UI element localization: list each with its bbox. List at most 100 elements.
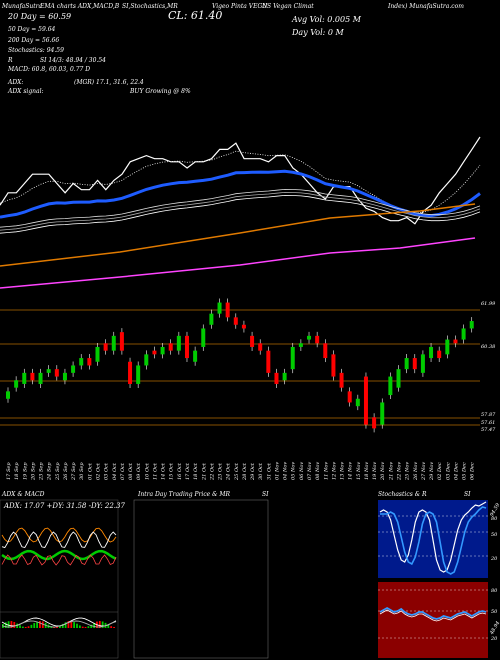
candle-body — [258, 343, 263, 351]
date-label: 08 Oct — [128, 462, 134, 480]
candle-body — [54, 369, 59, 377]
candle-body — [46, 369, 51, 373]
price-tick: 57.61 — [481, 420, 496, 426]
date-label: 17 Oct — [185, 462, 191, 480]
date-label: 24 Sep — [47, 462, 53, 481]
ema-band-3 — [0, 194, 481, 234]
dma-200: 200 Day = 56.66 — [8, 37, 60, 44]
adx-macd-panel — [0, 499, 119, 659]
candle-body — [420, 354, 425, 373]
date-label: 12 Nov — [331, 462, 337, 480]
candle-body — [315, 335, 320, 344]
date-label: 04 Dec — [453, 462, 459, 480]
candle-body — [396, 369, 401, 388]
macd-histogram-bar — [39, 621, 41, 628]
date-label: 17 Sep — [6, 462, 12, 480]
date-label: 19 Nov — [372, 462, 378, 480]
stoch-k-line — [379, 501, 487, 573]
date-label: 25 Nov — [405, 462, 411, 481]
macd-signal-line — [1, 620, 117, 628]
candle-body — [95, 346, 100, 362]
date-label: 22 Nov — [397, 462, 403, 481]
candle-body — [38, 372, 43, 384]
candle-body — [201, 328, 206, 347]
intraday-title-2: SI — [262, 491, 269, 498]
candle-body — [168, 343, 173, 351]
candle-body — [437, 350, 442, 359]
macd-histogram-bar — [30, 624, 33, 628]
rsi-axis-tick: 50 — [491, 609, 498, 615]
avg-vol: Avg Vol: 0.005 M — [292, 15, 361, 24]
macd-histogram-bar — [76, 623, 78, 628]
rsi-axis-tick: 80 — [491, 588, 498, 594]
date-label: 30 Oct — [258, 462, 264, 480]
macd-histogram-bar — [27, 626, 30, 628]
adx-readout: ADX: 17.07 +DY: 31.58 -DY: 22.37 — [4, 502, 125, 510]
macd-histogram-bar — [21, 626, 24, 628]
date-label: 26 Nov — [413, 462, 419, 481]
date-label: 14 Oct — [161, 462, 167, 480]
candle-body — [136, 365, 141, 384]
candle-body — [30, 372, 35, 381]
macd-histogram-bar — [41, 621, 44, 628]
close-price-line — [0, 136, 481, 225]
ema-short-dotted — [0, 150, 481, 214]
macd-histogram-bar — [19, 625, 21, 628]
macd-histogram-bar — [78, 625, 81, 628]
ema-band-1 — [0, 188, 481, 228]
header-brand: MunafaSutra — [2, 3, 43, 10]
stoch-title: Stochastics & R — [378, 491, 427, 498]
candle-body — [298, 343, 303, 347]
candle-body — [274, 372, 279, 384]
price-tick: 61.99 — [481, 301, 496, 307]
macd-histogram-bar — [87, 626, 90, 628]
candle-body — [388, 376, 393, 396]
date-label: 27 Nov — [421, 462, 427, 481]
ema-pink-line — [0, 237, 476, 289]
intraday-title: Intra Day Trading Price & MR — [138, 491, 231, 498]
site-label: Index) MunafaSutra.com — [388, 3, 464, 10]
date-label: 04 Oct — [112, 462, 118, 480]
candle-body — [266, 350, 271, 373]
adx-red-line — [1, 554, 117, 566]
date-label: 18 Oct — [193, 462, 199, 480]
macd-histogram-bar — [93, 622, 95, 628]
macd-histogram-bar — [84, 626, 87, 628]
candle-body — [250, 335, 255, 347]
rsi-white-line — [379, 609, 487, 622]
dma-50: 50 Day = 59.64 — [8, 26, 56, 33]
candle-body — [152, 350, 157, 355]
candle-body — [217, 302, 222, 314]
date-label: 03 Dec — [445, 462, 451, 480]
date-label: 05 Nov — [291, 462, 297, 480]
date-label: 27 Sep — [71, 462, 77, 481]
macd-histogram-bar — [101, 621, 104, 628]
date-label: 28 Oct — [242, 462, 248, 481]
date-label: 14 Nov — [348, 462, 354, 480]
candle-body — [14, 380, 19, 388]
date-label: 13 Nov — [340, 462, 346, 480]
rsi-r: R — [8, 57, 13, 64]
date-label: 31 Oct — [266, 462, 272, 480]
stoch-title-2: SI — [464, 491, 471, 498]
stoch-d-line — [380, 506, 487, 575]
macd-histogram-bar — [33, 623, 36, 628]
candle-body — [412, 358, 417, 370]
date-label: 05 Dec — [462, 462, 468, 480]
candle-body — [307, 335, 312, 340]
date-label: 10 Oct — [144, 462, 150, 480]
candle-body — [355, 398, 360, 407]
date-label: 04 Nov — [283, 462, 289, 480]
date-label: 18 Nov — [364, 462, 370, 480]
close-label: CL: 61.40 — [168, 9, 223, 22]
stoch-axis-tick: 20 — [491, 556, 498, 562]
date-label: 06 Nov — [299, 462, 305, 480]
price-tick: 60.38 — [481, 344, 496, 350]
date-label: 24 Oct — [226, 462, 232, 481]
candle-body — [469, 321, 474, 329]
candle-body — [128, 361, 133, 384]
date-label: 16 Oct — [177, 462, 183, 480]
date-label: 30 Sep — [79, 462, 85, 480]
date-label: 21 Nov — [388, 462, 394, 481]
